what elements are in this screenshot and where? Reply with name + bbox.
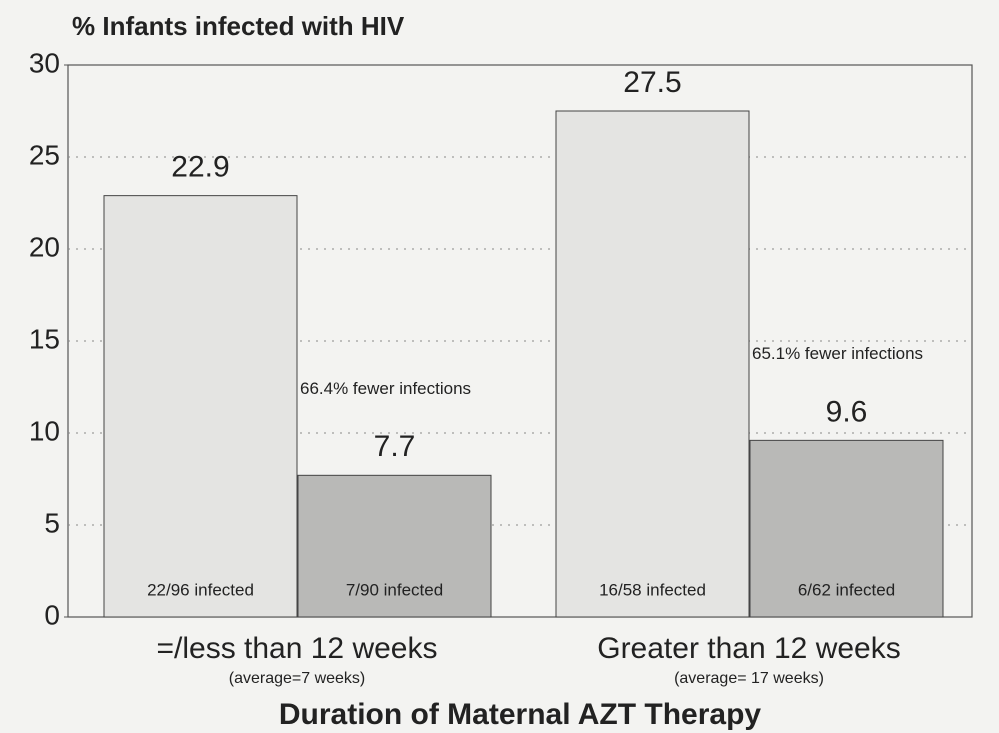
y-tick-label: 0 bbox=[44, 599, 60, 630]
x-tick-note: (average=7 weeks) bbox=[229, 670, 366, 687]
x-axis-title: Duration of Maternal AZT Therapy bbox=[279, 698, 762, 731]
y-tick-label: 25 bbox=[29, 139, 60, 170]
value-label: 7.7 bbox=[374, 430, 416, 463]
bar-label: 16/58 infected bbox=[599, 580, 706, 599]
y-tick-label: 20 bbox=[29, 231, 60, 262]
value-label: 9.6 bbox=[826, 395, 868, 428]
x-tick-label: Greater than 12 weeks bbox=[597, 632, 901, 665]
annotation: 66.4% fewer infections bbox=[300, 379, 471, 398]
value-label: 22.9 bbox=[171, 151, 229, 184]
y-tick-label: 5 bbox=[44, 507, 60, 538]
bar bbox=[297, 474, 492, 618]
bar-label: 6/62 infected bbox=[798, 580, 895, 599]
x-tick-note: (average= 17 weeks) bbox=[674, 670, 824, 687]
y-tick-label: 15 bbox=[29, 323, 60, 354]
bar bbox=[555, 110, 750, 618]
y-tick-label: 30 bbox=[29, 47, 60, 78]
bar bbox=[749, 439, 944, 618]
chart-title: % Infants infected with HIV bbox=[72, 11, 405, 41]
value-label: 27.5 bbox=[623, 66, 681, 99]
y-tick-label: 10 bbox=[29, 415, 60, 446]
bar-label: 7/90 infected bbox=[346, 580, 443, 599]
x-tick-label: =/less than 12 weeks bbox=[156, 632, 437, 665]
annotation: 65.1% fewer infections bbox=[752, 344, 923, 363]
bar bbox=[103, 195, 298, 618]
bar-label: 22/96 infected bbox=[147, 580, 254, 599]
